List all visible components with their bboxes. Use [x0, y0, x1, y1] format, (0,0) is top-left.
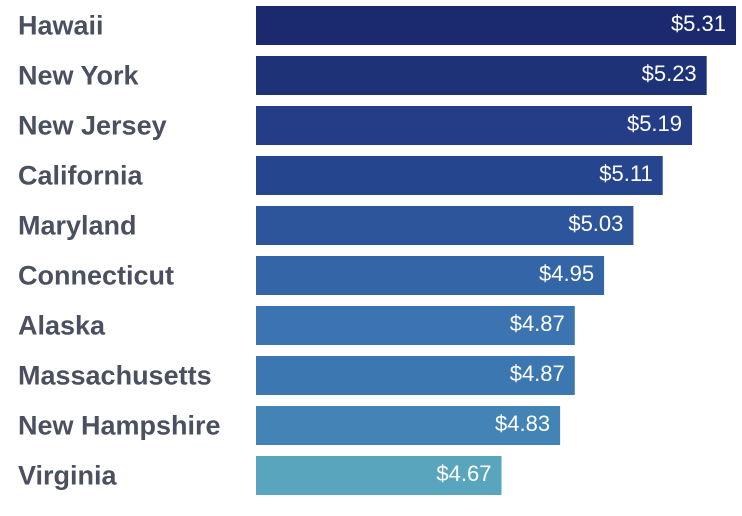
value-label: $4.87: [510, 311, 565, 336]
category-label: New Jersey: [18, 111, 167, 141]
bar: [256, 156, 663, 195]
category-label: Connecticut: [18, 261, 174, 291]
category-label: California: [18, 161, 144, 191]
bar: [256, 256, 605, 295]
category-label: Maryland: [18, 211, 137, 241]
value-label: $4.95: [539, 261, 594, 286]
value-label: $5.19: [627, 111, 682, 136]
bar: [256, 206, 634, 245]
bar: [256, 356, 575, 395]
value-label: $5.03: [568, 211, 623, 236]
bar: [256, 6, 736, 45]
bar: [256, 56, 707, 95]
category-label: Hawaii: [18, 11, 104, 41]
value-label: $5.11: [599, 161, 652, 186]
bar: [256, 406, 561, 445]
value-label: $4.83: [495, 411, 550, 436]
category-label: Massachusetts: [18, 361, 212, 391]
bar: [256, 306, 575, 345]
category-label: Alaska: [18, 311, 106, 341]
category-label: New Hampshire: [18, 411, 221, 441]
value-label: $5.23: [642, 61, 697, 86]
category-label: Virginia: [18, 461, 118, 491]
value-label: $4.67: [436, 461, 491, 486]
value-label: $5.31: [671, 11, 726, 36]
bar: [256, 106, 693, 145]
bar: [256, 456, 502, 495]
category-label: New York: [18, 61, 140, 91]
value-label: $4.87: [510, 361, 565, 386]
